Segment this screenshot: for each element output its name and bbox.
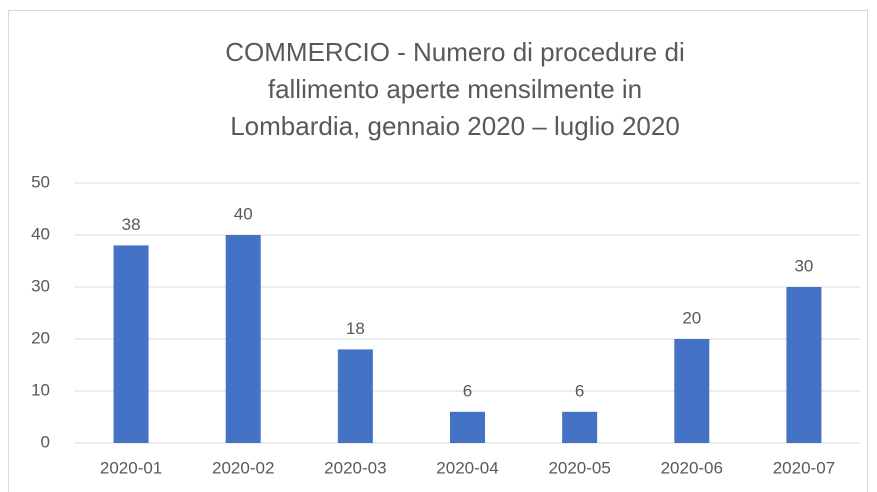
bar (225, 235, 261, 443)
value-label: 18 (346, 319, 365, 338)
x-tick-label: 2020-05 (548, 458, 610, 477)
y-tick-label: 30 (31, 276, 50, 295)
bar (562, 411, 598, 443)
y-tick-label: 20 (31, 328, 50, 347)
y-tick-label: 10 (31, 380, 50, 399)
value-label: 40 (234, 204, 253, 223)
value-label: 38 (122, 215, 141, 234)
y-tick-label: 40 (31, 224, 50, 243)
x-tick-label: 2020-06 (661, 458, 723, 477)
x-tick-label: 2020-02 (212, 458, 274, 477)
bar (337, 349, 373, 443)
y-tick-label: 0 (41, 432, 50, 451)
chart-title: COMMERCIO - Numero di procedure di falli… (225, 37, 685, 141)
value-label: 20 (682, 308, 701, 327)
bar (674, 339, 710, 443)
x-tick-label: 2020-03 (324, 458, 386, 477)
bar (113, 245, 149, 443)
x-tick-label: 2020-01 (100, 458, 162, 477)
x-tick-label: 2020-07 (773, 458, 835, 477)
chart-frame (8, 10, 868, 492)
value-label: 6 (575, 381, 584, 400)
y-tick-label: 50 (31, 172, 50, 191)
bar (450, 411, 485, 443)
x-tick-label: 2020-04 (436, 458, 498, 477)
value-label: 6 (463, 381, 472, 400)
value-label: 30 (794, 256, 813, 275)
bar (786, 287, 822, 443)
